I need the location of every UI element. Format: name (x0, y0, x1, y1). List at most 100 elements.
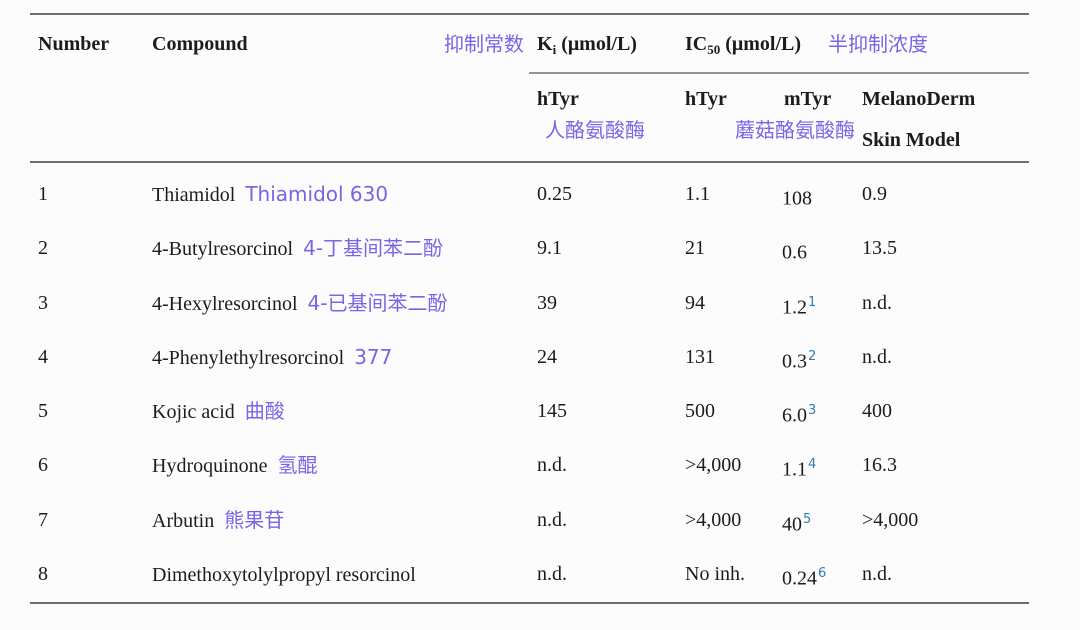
ic50-mtyr-value: 1.2 (782, 296, 807, 319)
compound-cell: Thiamidol Thiamidol 630 (152, 181, 388, 207)
compound-cell: Dimethoxytolylpropyl resorcinol (152, 561, 426, 587)
subcol-header-skin-model: Skin Model (862, 129, 961, 151)
table-row: 4 4-Phenylethylresorcinol 377 24 131 0.32… (0, 344, 1080, 373)
row-number: 8 (38, 563, 48, 585)
table-row: 3 4-Hexylresorcinol 4-已基间苯二酚 39 94 1.21 n… (0, 290, 1080, 319)
subcol-header-melanoderm: MelanoDerm (862, 88, 976, 110)
subcol-header-ki-htyr: hTyr (537, 88, 579, 110)
htyr-annotation-cn: 人酪氨酸酶 (545, 118, 645, 142)
compound-name: Dimethoxytolylpropyl resorcinol (152, 564, 416, 586)
ic50-mtyr-cell: 0.32 (782, 344, 817, 373)
row-number: 7 (38, 509, 48, 531)
ki-htyr-value: 24 (537, 346, 557, 368)
compound-name: Thiamidol (152, 184, 236, 206)
subcol-header-ic50-htyr: hTyr (685, 88, 727, 110)
ki-htyr-value: 145 (537, 400, 567, 422)
ic50-htyr-value: 21 (685, 237, 705, 259)
melanoderm-value: >4,000 (862, 509, 919, 531)
table-top-rule (30, 13, 1029, 15)
compound-cell: 4-Hexylresorcinol 4-已基间苯二酚 (152, 290, 447, 316)
compound-annotation: 377 (354, 345, 393, 369)
compound-name: 4-Phenylethylresorcinol (152, 347, 345, 369)
ki-unit: (μmol/L) (556, 33, 637, 55)
ic50-htyr-value: 131 (685, 346, 715, 368)
row-number: 5 (38, 400, 48, 422)
mtyr-annotation-cn: 蘑菇酪氨酸酶 (735, 118, 855, 142)
footnote-ref[interactable]: 5 (803, 512, 812, 527)
row-number: 3 (38, 292, 48, 314)
compound-annotation: 氢醌 (277, 453, 318, 477)
ic50-mtyr-cell: 0.6 (782, 235, 808, 264)
melanoderm-value: 16.3 (862, 454, 897, 476)
ic50-htyr-value: 1.1 (685, 183, 710, 205)
compound-cell: Kojic acid 曲酸 (152, 398, 285, 424)
ic50-htyr-value: 94 (685, 292, 705, 314)
compound-name: 4-Butylresorcinol (152, 238, 294, 260)
melanoderm-value: 0.9 (862, 183, 887, 205)
ki-htyr-value: n.d. (537, 454, 567, 476)
compound-cell: Arbutin 熊果苷 (152, 507, 284, 533)
ki-htyr-value: 9.1 (537, 237, 562, 259)
col-header-compound: Compound (152, 33, 248, 55)
compound-name: Arbutin (152, 510, 215, 532)
melanoderm-value: n.d. (862, 346, 892, 368)
table-row: 7 Arbutin 熊果苷 n.d. >4,000 405 >4,000 (0, 507, 1080, 536)
ic50-htyr-value: >4,000 (685, 454, 742, 476)
compound-annotation: 4-已基间苯二酚 (307, 291, 448, 315)
ic50-htyr-value: 500 (685, 400, 715, 422)
ic50-mtyr-value: 0.24 (782, 567, 817, 590)
melanoderm-value: 13.5 (862, 237, 897, 259)
ki-annotation-cn: 抑制常数 (444, 32, 524, 56)
melanoderm-value: 400 (862, 400, 892, 422)
compound-cell: Hydroquinone 氢醌 (152, 452, 318, 478)
compound-annotation: Thiamidol 630 (245, 182, 389, 206)
ic50-htyr-value: No inh. (685, 563, 745, 585)
footnote-ref[interactable]: 2 (808, 349, 817, 364)
footnote-ref[interactable]: 3 (808, 403, 817, 418)
ic50-unit: (μmol/L) (720, 33, 802, 55)
melanoderm-value: n.d. (862, 292, 892, 314)
ic50-subscript: 50 (707, 42, 721, 57)
compound-name: Kojic acid (152, 401, 235, 423)
ki-htyr-value: 0.25 (537, 183, 572, 205)
table-bottom-rule (30, 602, 1029, 604)
ki-htyr-value: 39 (537, 292, 557, 314)
ic50-mtyr-cell: 405 (782, 507, 812, 536)
table-header-rule (30, 161, 1029, 163)
ki-htyr-value: n.d. (537, 509, 567, 531)
footnote-ref[interactable]: 6 (818, 566, 827, 581)
subcol-header-ic50-mtyr: mTyr (784, 88, 832, 110)
ic50-mtyr-value: 0.6 (782, 241, 807, 264)
ic50-mtyr-cell: 108 (782, 181, 813, 210)
compound-name: Hydroquinone (152, 455, 268, 477)
ic50-mtyr-cell: 1.21 (782, 290, 817, 319)
compound-cell: 4-Phenylethylresorcinol 377 (152, 344, 392, 370)
ic50-mtyr-cell: 6.03 (782, 398, 817, 427)
ic50-mtyr-value: 108 (782, 187, 812, 210)
ic50-mtyr-value: 6.0 (782, 404, 807, 427)
col-header-ki: Ki (μmol/L) (537, 31, 637, 57)
ic50-mtyr-value: 1.1 (782, 458, 807, 481)
table-row: 5 Kojic acid 曲酸 145 500 6.03 400 (0, 398, 1080, 427)
table-row: 8 Dimethoxytolylpropyl resorcinol n.d. N… (0, 561, 1080, 590)
ic50-mtyr-value: 0.3 (782, 350, 807, 373)
ic50-mtyr-cell: 1.14 (782, 452, 817, 481)
compound-annotation: 4-丁基间苯二酚 (303, 236, 444, 260)
table-row: 1 Thiamidol Thiamidol 630 0.25 1.1 108 0.… (0, 181, 1080, 210)
compound-annotation: 熊果苷 (224, 508, 285, 532)
ki-symbol: K (537, 33, 553, 55)
ic50-annotation-cn: 半抑制浓度 (828, 32, 928, 56)
footnote-ref[interactable]: 1 (808, 295, 817, 310)
col-header-ic50: IC50 (μmol/L) (685, 31, 801, 57)
row-number: 1 (38, 183, 48, 205)
footnote-ref[interactable]: 4 (808, 457, 817, 472)
row-number: 4 (38, 346, 48, 368)
table-row: 2 4-Butylresorcinol 4-丁基间苯二酚 9.1 21 0.6 1… (0, 235, 1080, 264)
melanoderm-value: n.d. (862, 563, 892, 585)
compound-annotation: 曲酸 (244, 399, 285, 423)
compound-name: 4-Hexylresorcinol (152, 293, 298, 315)
ki-htyr-value: n.d. (537, 563, 567, 585)
row-number: 2 (38, 237, 48, 259)
table-row: 6 Hydroquinone 氢醌 n.d. >4,000 1.14 16.3 (0, 452, 1080, 481)
